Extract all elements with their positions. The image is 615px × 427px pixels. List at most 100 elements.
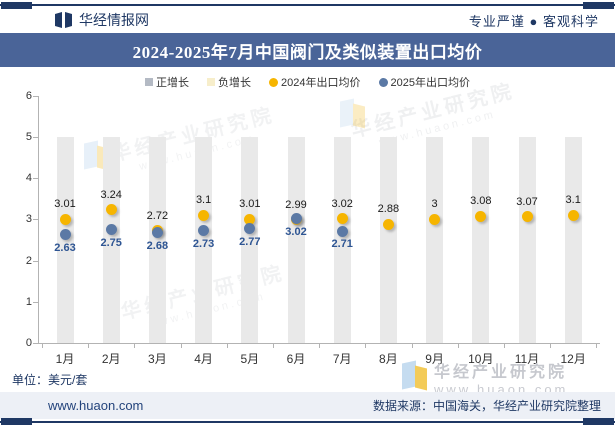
legend-item-3: 2025年出口均价: [378, 74, 470, 90]
y-axis-tick-label: 5: [25, 131, 32, 143]
x-axis-category-label: 12月: [560, 352, 586, 366]
value-label-2024: 3.01: [54, 198, 76, 210]
x-axis-category-label: 7月: [332, 352, 352, 366]
x-axis-category-label: 8月: [379, 352, 398, 366]
value-label-2025: 3.02: [285, 225, 307, 238]
dot-2025: [59, 229, 71, 241]
brand-name: 华经情报网: [79, 12, 149, 28]
x-axis-category-label: 2月: [101, 352, 121, 366]
growth-bar: [195, 137, 213, 343]
legend-label: 负增长: [218, 77, 252, 89]
dot-2024: [429, 213, 441, 225]
dot-2025: [151, 227, 163, 239]
top-divider-cap-left: [1, 2, 32, 9]
title-bar: 2024-2025年7月中国阀门及类似装置出口均价: [0, 33, 615, 67]
x-axis-category-label: 3月: [148, 352, 167, 366]
footer-site-link[interactable]: www.huaon.com: [48, 398, 144, 413]
huajing-logo-icon: [55, 12, 72, 28]
y-axis-tick: [33, 95, 38, 97]
x-axis-category-label: 4月: [194, 352, 213, 366]
dot-2025: [198, 225, 210, 236]
chart-title: 2024-2025年7月中国阀门及类似装置出口均价: [132, 42, 483, 62]
x-axis-category-label: 9月: [425, 352, 444, 366]
value-label-2025: 2.75: [100, 236, 122, 249]
x-axis-tick: [272, 344, 274, 348]
dot-2024: [382, 218, 394, 230]
dot-2024: [198, 209, 210, 221]
growth-bar: [379, 137, 397, 343]
y-axis-tick-label: 2: [25, 254, 32, 267]
data-source-label: 数据来源：中国海关，华经产业研究院整理: [372, 399, 601, 413]
x-axis-tick: [411, 344, 413, 348]
value-label-2025: 2.68: [146, 239, 169, 252]
dot-2024: [521, 211, 533, 222]
y-axis-tick: [33, 260, 38, 262]
x-axis-tick: [503, 344, 505, 348]
value-label-2024: 2.72: [146, 209, 169, 222]
growth-bar: [564, 137, 582, 343]
y-axis-tick: [33, 178, 38, 180]
value-label-2024: 3.07: [516, 195, 538, 208]
x-axis-category-label: 1月: [55, 352, 75, 366]
value-label-2024: 3.08: [470, 195, 492, 208]
x-axis-tick: [180, 344, 182, 348]
x-axis-line: [38, 343, 600, 344]
x-axis-category-label: 6月: [286, 352, 306, 366]
dot-2024: [59, 213, 71, 225]
value-label-2025: 2.77: [239, 235, 261, 248]
value-label-2024: 3.1: [195, 194, 212, 207]
header: 华经情报网 专业严谨 ● 客观科学: [0, 8, 615, 32]
value-label-2024: 2.88: [377, 203, 400, 216]
legend-label: 正增长: [156, 77, 190, 89]
dot-2024: [105, 204, 117, 215]
y-axis-tick-label: 1: [25, 295, 32, 308]
unit-label: 单位：美元/套: [12, 373, 88, 387]
value-label-2024: 3: [431, 198, 438, 211]
growth-bar: [241, 137, 259, 343]
growth-bar: [287, 137, 305, 343]
legend-item-1: 负增长: [207, 74, 251, 90]
x-axis-tick: [319, 344, 321, 348]
brand[interactable]: 华经情报网: [55, 10, 149, 30]
bottom-divider-cap-left: [1, 418, 32, 425]
legend-label: 2024年出口均价: [281, 77, 361, 89]
dot-2024: [336, 213, 348, 225]
dot-2025: [105, 224, 117, 236]
growth-bar: [426, 137, 444, 343]
y-axis-tick: [33, 219, 38, 221]
value-label-2024: 3.01: [239, 198, 261, 210]
growth-bar: [148, 137, 166, 343]
y-axis-tick: [33, 301, 38, 303]
x-axis-category-label: 11月: [514, 352, 540, 366]
dot-2025: [336, 225, 348, 237]
value-label-2024: 3.02: [331, 197, 353, 210]
growth-bar: [102, 137, 120, 343]
dot-2024: [567, 209, 579, 221]
value-label-2025: 2.73: [192, 237, 215, 250]
value-label-2025: 2.63: [54, 241, 76, 254]
x-axis-category-label: 5月: [240, 352, 260, 366]
x-axis-tick: [550, 344, 552, 348]
y-axis-tick-label: 4: [25, 172, 32, 185]
growth-bar: [472, 137, 490, 343]
x-axis-tick: [134, 344, 136, 348]
y-axis-tick-label: 6: [25, 89, 32, 102]
legend-marker-circle: [269, 77, 279, 87]
bottom-divider-cap-right: [583, 418, 614, 425]
dot-2024: [244, 213, 256, 225]
y-axis-tick: [33, 137, 38, 138]
x-axis-tick: [596, 344, 598, 348]
x-axis-tick: [41, 344, 43, 348]
y-axis-tick-label: 3: [25, 213, 32, 226]
growth-bar: [518, 137, 536, 343]
legend-item-2: 2024年出口均价: [269, 74, 361, 90]
y-axis-line: [38, 96, 39, 343]
value-label-2024: 3.1: [565, 194, 581, 207]
value-label-2025: 2.71: [331, 238, 353, 251]
x-axis-tick: [226, 344, 228, 348]
growth-bar: [333, 137, 351, 343]
value-label-2024: 2.99: [285, 198, 307, 211]
dot-2025: [290, 213, 302, 225]
